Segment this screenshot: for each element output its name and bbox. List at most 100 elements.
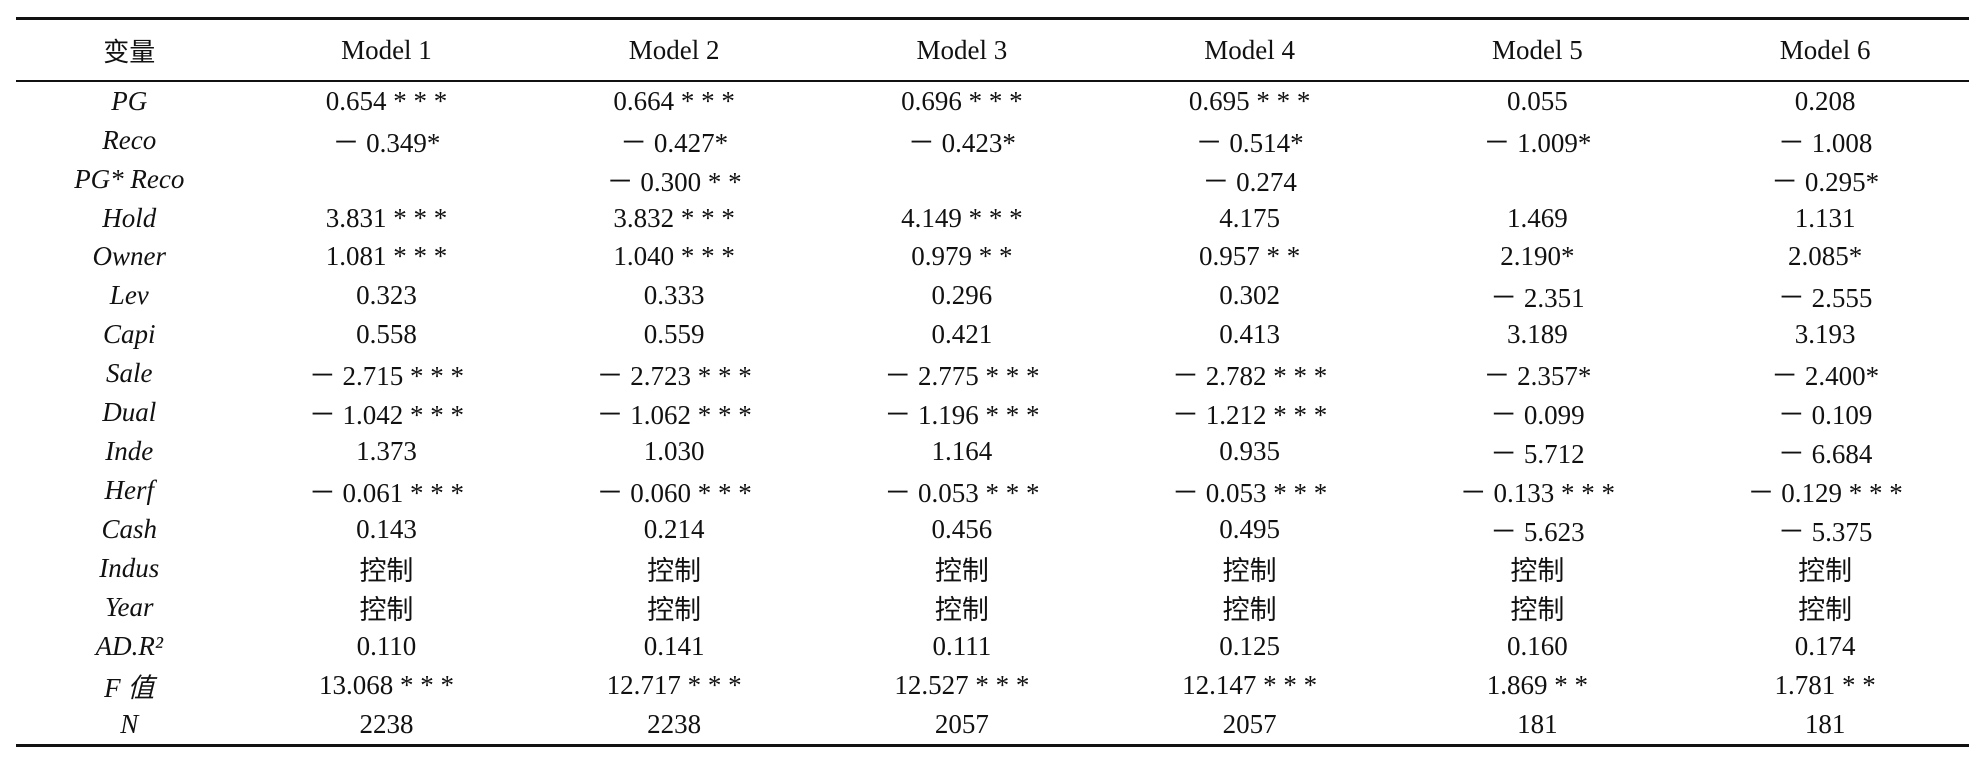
table-row: Indus 控制 控制 控制 控制 控制 控制 [16,549,1969,588]
variable-name-cell: Indus [99,553,160,584]
coefficient-cell: － 0.053 * * * [884,478,1040,509]
coefficient-cell: － 0.129 * * * [1747,478,1903,509]
variable-name-cell: N [120,708,139,739]
variable-name-cell: Inde [105,436,154,467]
coefficient-cell: 0.935 [1219,436,1281,467]
table-row: Lev 0.323 0.333 0.296 0.302 － 2.351 － 2.555 [16,276,1969,315]
coefficient-cell: 控制 [1798,595,1853,627]
coefficient-cell: 1.373 [356,436,417,467]
table-row: Inde 1.373 1.030 1.164 0.935 － 5.712 － 6.684 [16,432,1969,471]
coefficient-cell: 控制 [359,595,414,627]
coefficient-cell [243,160,531,199]
coefficient-cell: 控制 [934,595,989,627]
table-row: PG* Reco － 0.300 * * － 0.274 － 0.295* [16,160,1969,199]
coefficient-cell: 2057 [1222,708,1277,739]
coefficient-cell: 0.214 [643,514,705,545]
coefficient-cell: － 0.349* [332,127,441,158]
coefficient-cell: － 0.099 [1490,400,1585,431]
variable-name-cell: PG [111,85,148,116]
variable-name-cell: Lev [109,280,149,311]
variable-name-cell: Hold [102,202,157,233]
coefficient-cell: － 2.357* [1483,361,1592,392]
coefficient-cell [1394,160,1682,199]
coefficient-cell: － 2.782 * * * [1172,361,1328,392]
coefficient-cell: 181 [1804,708,1846,739]
coefficient-cell: 0.558 [356,319,417,350]
table-row: Sale － 2.715 * * * － 2.723 * * * － 2.775 * … [16,354,1969,393]
coefficient-cell: 1.869 * * [1486,669,1588,700]
table-row: N 2238 2238 2057 2057 181 181 [16,705,1969,746]
regression-results-table: 变量 Model 1 Model 2 Model 3 Model 4 Model… [16,17,1969,747]
coefficient-cell: 0.055 [1507,85,1568,116]
coefficient-cell: 控制 [1510,556,1565,588]
model-column-header: Model 4 [1204,34,1296,65]
coefficient-cell: 控制 [1510,595,1565,627]
coefficient-cell: 0.323 [356,280,417,311]
variable-name-cell: PG* Reco [74,163,185,194]
coefficient-cell: 0.143 [356,514,417,545]
coefficient-cell [818,160,1106,199]
coefficient-cell: 0.125 [1219,631,1281,662]
table-body: PG 0.654 * * * 0.664 * * * 0.696 * * * 0.695… [16,81,1969,746]
coefficient-cell: － 0.061 * * * [308,478,465,509]
coefficient-cell: 0.456 [931,514,993,545]
regression-table-container: 变量 Model 1 Model 2 Model 3 Model 4 Model… [16,17,1969,747]
coefficient-cell: 181 [1517,708,1558,739]
coefficient-cell: 0.333 [643,280,705,311]
coefficient-cell: 0.654 * * * [325,85,448,116]
variable-name-cell: Dual [102,397,157,428]
coefficient-cell: 0.174 [1794,631,1856,662]
coefficient-cell: － 1.062 * * * [596,400,752,431]
coefficient-cell: 1.469 [1507,202,1568,233]
coefficient-cell: － 5.375 [1777,517,1873,548]
coefficient-cell: 0.110 [356,631,417,662]
coefficient-cell: － 0.109 [1777,400,1873,431]
coefficient-cell: 控制 [1798,556,1853,588]
table-row: AD.R² 0.110 0.141 0.111 0.125 0.160 0.174 [16,627,1969,666]
coefficient-cell: 控制 [1222,556,1277,588]
coefficient-cell: － 2.723 * * * [596,361,752,392]
coefficient-cell: 1.030 [643,436,705,467]
table-row: Dual － 1.042 * * * － 1.062 * * * － 1.196 * … [16,393,1969,432]
coefficient-cell: 3.193 [1794,319,1856,350]
coefficient-cell: 0.957 * * [1199,241,1301,272]
coefficient-cell: － 1.042 * * * [308,400,465,431]
table-row: Capi 0.558 0.559 0.421 0.413 3.189 3.193 [16,315,1969,354]
table-row: Year 控制 控制 控制 控制 控制 控制 [16,588,1969,627]
table-header-row: 变量 Model 1 Model 2 Model 3 Model 4 Model… [16,18,1969,81]
coefficient-cell: － 1.009* [1483,127,1592,158]
coefficient-cell: 控制 [647,556,702,588]
coefficient-cell: 0.208 [1794,85,1856,116]
coefficient-cell: － 0.514* [1195,127,1304,158]
coefficient-cell: 0.111 [932,631,992,662]
coefficient-cell: 控制 [359,556,414,588]
coefficient-cell: 0.696 * * * [901,85,1023,116]
variable-name-cell: F 值 [104,672,155,703]
coefficient-cell: － 5.712 [1490,439,1585,470]
coefficient-cell: 4.149 * * * [901,202,1023,233]
coefficient-cell: － 0.300 * * [606,166,742,197]
variable-name-cell: Sale [106,358,153,389]
coefficient-cell: － 5.623 [1490,517,1585,548]
coefficient-cell: 0.979 * * [911,241,1013,272]
coefficient-cell: 0.695 * * * [1188,85,1311,116]
coefficient-cell: 0.559 [643,319,705,350]
coefficient-cell: 12.527 * * * [894,669,1030,700]
coefficient-cell: 0.413 [1219,319,1281,350]
coefficient-cell: － 0.053 * * * [1172,478,1328,509]
model-column-header: Model 6 [1779,34,1871,65]
model-column-header: Model 3 [916,34,1008,65]
coefficient-cell: 12.147 * * * [1182,669,1318,700]
coefficient-cell: － 0.427* [620,127,729,158]
table-row: Cash 0.143 0.214 0.456 0.495 － 5.623 － 5.375 [16,510,1969,549]
coefficient-cell: － 1.212 * * * [1172,400,1328,431]
coefficient-cell: 1.040 * * * [613,241,735,272]
coefficient-cell: 3.831 * * * [325,202,448,233]
coefficient-cell: － 2.351 [1490,283,1585,314]
coefficient-cell: － 6.684 [1777,439,1873,470]
variable-name-cell: Herf [104,475,155,506]
table-row: PG 0.654 * * * 0.664 * * * 0.696 * * * 0.695… [16,81,1969,121]
coefficient-cell: － 0.295* [1771,166,1880,197]
coefficient-cell: － 1.196 * * * [884,400,1040,431]
coefficient-cell: － 2.775 * * * [884,361,1040,392]
